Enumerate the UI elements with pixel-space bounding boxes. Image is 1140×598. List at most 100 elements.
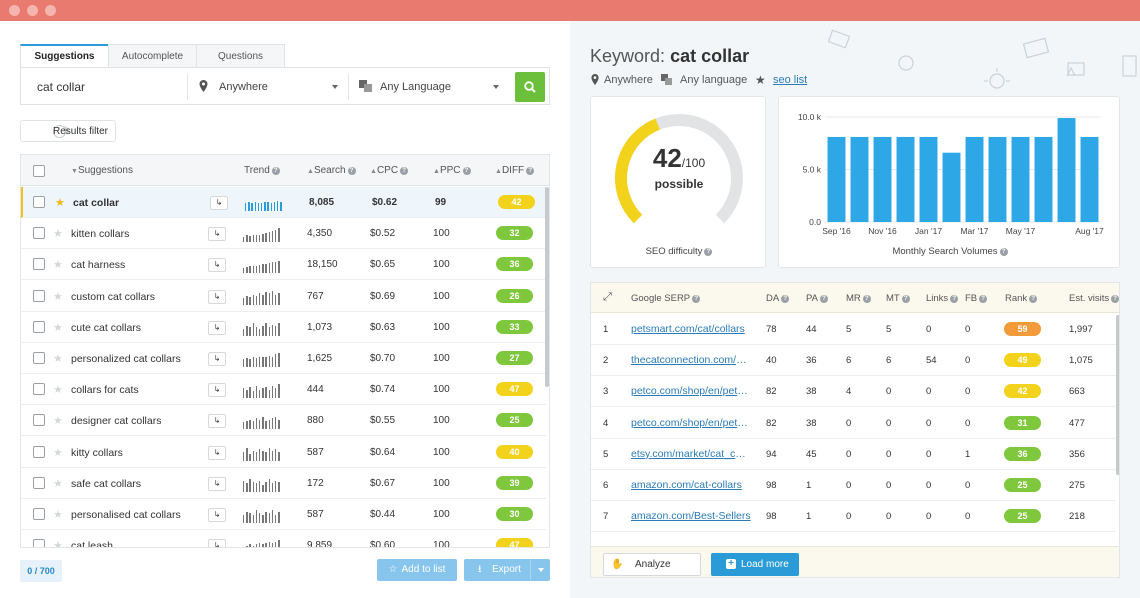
help-icon[interactable]: ? <box>400 167 409 175</box>
table-row[interactable]: ★ safe cat collars ↳ 172 $0.67 100 39 <box>21 468 546 499</box>
volume-bar[interactable] <box>988 136 1007 222</box>
help-icon[interactable]: ? <box>1111 295 1119 303</box>
select-all-checkbox[interactable] <box>33 165 45 177</box>
expand-row-icon[interactable]: ↳ <box>208 320 226 335</box>
row-checkbox[interactable] <box>33 320 45 333</box>
star-icon[interactable]: ★ <box>53 477 63 490</box>
table-row[interactable]: ★ personalized cat collars ↳ 1,625 $0.70 100 2… <box>21 343 546 374</box>
star-icon[interactable]: ★ <box>55 197 65 209</box>
expand-row-icon[interactable]: ↳ <box>208 258 226 273</box>
tab-autocomplete[interactable]: Autocomplete <box>108 44 197 67</box>
keyword-cell[interactable]: cat collar <box>73 197 120 209</box>
help-icon[interactable]: ? <box>704 248 713 256</box>
keyword-cell[interactable]: cat leash <box>71 540 114 548</box>
volume-bar[interactable] <box>965 136 984 222</box>
serp-url-link[interactable]: thecatconnection.com/collars <box>631 354 751 367</box>
serp-url-link[interactable]: petsmart.com/cat/collars <box>631 323 745 335</box>
keyword-cell[interactable]: kitten collars <box>71 228 130 241</box>
serp-url-link[interactable]: amazon.com/Best-Sellers <box>631 510 751 523</box>
star-icon[interactable]: ★ <box>53 353 63 365</box>
export-dropdown-toggle[interactable] <box>530 559 550 581</box>
load-more-button[interactable]: + Load more <box>711 553 799 576</box>
volume-bar[interactable] <box>896 136 915 222</box>
table-row[interactable]: ★ cute cat collars ↳ 1,073 $0.63 100 33 <box>21 312 546 343</box>
volume-bar[interactable] <box>850 136 869 222</box>
star-icon[interactable]: ★ <box>53 228 63 241</box>
table-row[interactable]: ★ custom cat collars ↳ 767 $0.69 100 26 <box>21 281 546 312</box>
help-icon[interactable]: ? <box>347 167 356 175</box>
expand-row-icon[interactable]: ↳ <box>208 352 226 366</box>
table-row[interactable]: ★ designer cat collars ↳ 880 $0.55 100 25 <box>21 405 546 437</box>
star-icon[interactable]: ★ <box>53 509 63 521</box>
serp-url-link[interactable]: petco.com/shop/en/petcostore <box>631 416 751 429</box>
window-maximize-dot[interactable] <box>45 5 56 16</box>
row-checkbox[interactable] <box>33 539 45 547</box>
expand-row-icon[interactable]: ↳ <box>208 414 226 429</box>
expand-row-icon[interactable]: ↳ <box>210 196 228 210</box>
cpc-header[interactable]: ▲CPC? <box>370 165 409 176</box>
keyword-cell[interactable]: kitty collars <box>71 446 123 459</box>
help-icon[interactable]: ? <box>901 295 910 303</box>
expand-row-icon[interactable]: ↳ <box>208 508 226 522</box>
sort-suggestions-header[interactable]: ▼Suggestions <box>71 165 133 176</box>
table-row[interactable]: ★ kitten collars ↳ 4,350 $0.52 100 32 <box>21 218 546 250</box>
help-icon[interactable]: ? <box>1029 295 1038 303</box>
row-checkbox[interactable] <box>33 196 45 208</box>
language-select[interactable]: Any Language <box>380 81 451 93</box>
table-row[interactable]: ★ collars for cats ↳ 444 $0.74 100 47 <box>21 374 546 406</box>
row-checkbox[interactable] <box>33 258 45 271</box>
serp-url-link[interactable]: etsy.com/market/cat_collar <box>631 447 751 460</box>
keyword-cell[interactable]: custom cat collars <box>71 290 156 303</box>
export-button[interactable]: ⭳ Export <box>464 559 550 581</box>
volume-bar[interactable] <box>827 136 846 222</box>
expand-row-icon[interactable]: ↳ <box>208 289 226 304</box>
row-checkbox[interactable] <box>33 227 45 240</box>
row-checkbox[interactable] <box>33 414 45 427</box>
expand-row-icon[interactable]: ↳ <box>208 383 226 398</box>
table-scrollbar[interactable] <box>545 187 549 387</box>
help-icon[interactable]: ? <box>526 167 535 175</box>
help-icon[interactable]: ? <box>271 167 280 175</box>
star-icon[interactable]: ★ <box>53 540 63 548</box>
volume-bar[interactable] <box>1011 136 1030 222</box>
tab-suggestions[interactable]: Suggestions <box>20 44 109 67</box>
row-checkbox[interactable] <box>33 289 45 302</box>
row-checkbox[interactable] <box>33 508 45 520</box>
volume-bar[interactable] <box>919 136 938 222</box>
toggle-switch[interactable] <box>53 125 69 138</box>
help-icon[interactable]: ? <box>819 295 828 303</box>
add-to-list-button[interactable]: ☆ Add to list <box>377 559 457 581</box>
keyword-cell[interactable]: cute cat collars <box>71 321 142 334</box>
help-icon[interactable]: ? <box>462 167 471 175</box>
window-close-dot[interactable] <box>9 5 20 16</box>
search-button[interactable] <box>515 72 545 102</box>
star-icon[interactable]: ★ <box>53 415 63 428</box>
help-icon[interactable]: ? <box>999 248 1008 256</box>
help-icon[interactable]: ? <box>692 295 701 303</box>
volume-bar[interactable] <box>873 136 892 222</box>
row-checkbox[interactable] <box>33 383 45 396</box>
table-row[interactable]: ★ kitty collars ↳ 587 $0.64 100 40 <box>21 437 546 468</box>
keyword-cell[interactable]: collars for cats <box>71 384 139 397</box>
expand-row-icon[interactable]: ↳ <box>208 445 226 460</box>
row-checkbox[interactable] <box>33 352 45 364</box>
table-row[interactable]: ★ personalised cat collars ↳ 587 $0.44 100 30 <box>21 499 546 530</box>
star-icon[interactable]: ★ <box>53 259 63 272</box>
expand-row-icon[interactable]: ↳ <box>208 227 226 242</box>
tab-questions[interactable]: Questions <box>196 44 285 67</box>
star-icon[interactable]: ★ <box>53 321 63 334</box>
results-filter-toggle[interactable]: Results filter <box>20 120 116 142</box>
analyze-serp-button[interactable]: ✋ Analyze SERP <box>603 553 701 576</box>
keyword-cell[interactable]: personalized cat collars <box>71 353 181 365</box>
row-checkbox[interactable] <box>33 476 45 489</box>
volume-bar[interactable] <box>1034 136 1053 222</box>
keyword-cell[interactable]: personalised cat collars <box>71 509 181 521</box>
trend-header[interactable]: Trend? <box>244 165 280 176</box>
volume-bar[interactable] <box>1080 136 1099 222</box>
star-icon[interactable]: ★ <box>53 384 63 397</box>
row-checkbox[interactable] <box>33 445 45 458</box>
expand-row-icon[interactable]: ↳ <box>208 539 226 547</box>
expand-row-icon[interactable]: ↳ <box>208 476 226 491</box>
serp-url-link[interactable]: amazon.com/cat-collars <box>631 479 742 491</box>
keyword-cell[interactable]: designer cat collars <box>71 415 162 428</box>
